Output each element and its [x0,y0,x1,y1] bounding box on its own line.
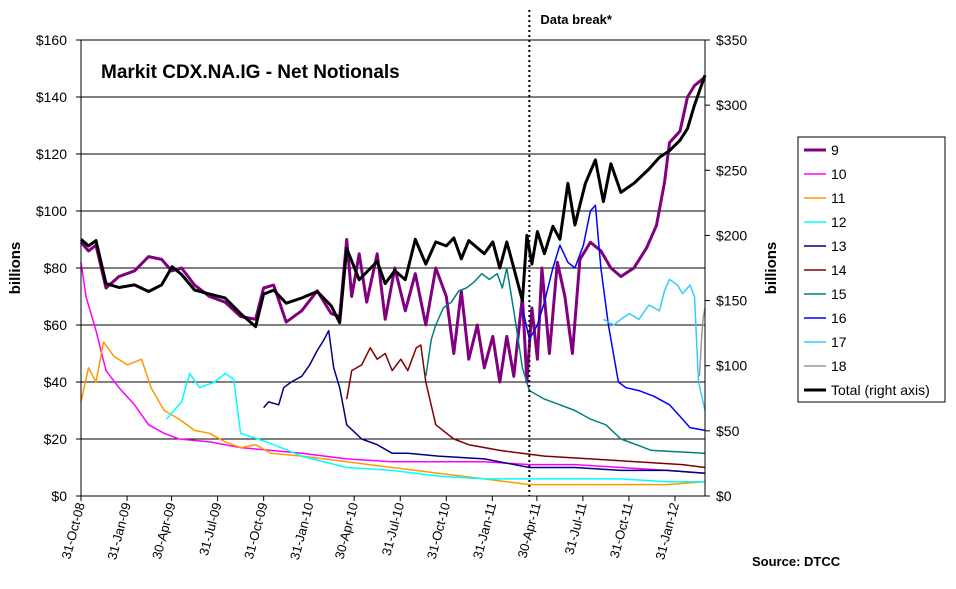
x-tick-label: 31-Oct-10 [424,501,453,561]
series-line-10 [80,262,706,474]
series-line-15 [425,267,706,455]
right-tick-label: $100 [716,358,747,374]
left-tick-label: $120 [36,146,67,162]
series-line-total [80,74,707,329]
right-tick-label: $150 [716,293,747,309]
plot-series [79,74,707,486]
left-tick-label: $20 [44,431,68,447]
chart-title: Markit CDX.NA.IG - Net Notionals [101,62,400,83]
series-line-14 [345,344,706,469]
left-tick-label: $0 [51,488,67,504]
x-tick-label: 31-Jan-10 [287,501,317,561]
series-line-18 [698,307,706,377]
y-axis-label: billions [7,242,24,295]
legend-label: 16 [831,310,847,326]
x-tick-label: 31-Oct-09 [241,501,270,561]
legend: 9 10 11 12 13 14 15 16 17 18 Total (right axis) [797,136,946,403]
right-tick-label: $300 [716,97,747,113]
x-tick-label: 31-Oct-11 [607,501,636,560]
series-line-17 [603,278,706,411]
series-line-11 [80,341,706,486]
left-tick-label: $60 [44,317,68,333]
legend-label: 11 [831,190,846,206]
series-line-9 [79,75,706,384]
source-note: Source: DTCC [752,554,841,569]
x-tick-label: 31-Jan-12 [652,501,682,561]
x-tick-label: 30-Apr-09 [149,501,178,561]
x-tick-label: 31-Oct-08 [58,501,87,561]
right-tick-label: $250 [716,162,747,178]
legend-label: 9 [831,142,839,158]
left-tick-label: $100 [36,203,67,219]
plot-area-frame [80,39,706,497]
x-tick-label: 31-Jul-11 [562,501,590,556]
legend-label: 15 [831,286,847,302]
legend-label: 17 [831,334,847,350]
x-tick-label: 30-Apr-10 [332,501,361,561]
x-axis-ticks: 31-Oct-08 31-Jan-09 30-Apr-09 31-Jul-09 31-O… [58,496,682,561]
legend-label: 12 [831,214,847,230]
left-tick-label: $40 [44,374,68,390]
x-tick-label: 31-Jan-11 [470,501,499,560]
series-line-12 [166,372,705,483]
x-tick-label: 30-Apr-11 [515,501,544,560]
series-line-16 [521,204,706,432]
right-tick-label: $200 [716,227,747,243]
x-tick-label: 31-Jul-10 [379,501,408,557]
legend-label: Total (right axis) [831,382,930,398]
left-tick-label: $140 [36,89,67,105]
y2-axis-label: billions [763,242,780,295]
right-tick-label: $0 [716,488,732,504]
series-line-13 [263,329,706,474]
right-axis-ticks: $0 $50 $100 $150 $200 $250 $300 $350 [705,32,747,504]
legend-label: 14 [831,262,847,278]
x-tick-label: 31-Jul-09 [196,501,225,557]
left-tick-label: $80 [44,260,68,276]
left-axis-ticks: $0 $20 $40 $60 $80 $100 $120 $140 $160 [36,32,81,504]
right-tick-label: $50 [716,423,740,439]
right-tick-label: $350 [716,32,747,48]
x-tick-label: 31-Jan-09 [104,501,134,561]
data-break-label: Data break* [540,12,612,27]
left-tick-label: $160 [36,32,67,48]
legend-label: 10 [831,166,847,182]
legend-label: 18 [831,358,847,374]
legend-label: 13 [831,238,847,254]
